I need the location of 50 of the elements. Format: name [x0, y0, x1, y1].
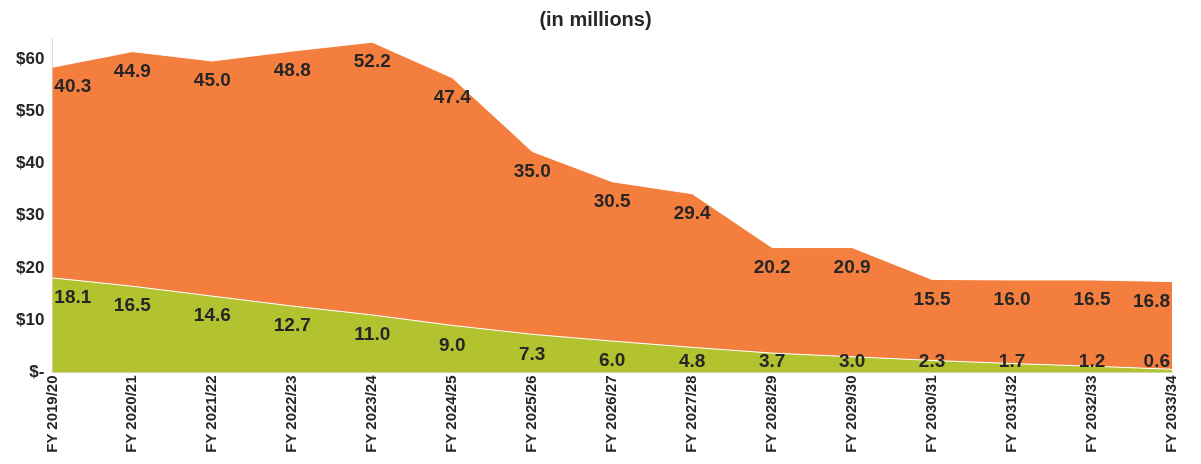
- data-label: 48.8: [273, 59, 311, 81]
- data-label: 15.5: [913, 287, 951, 309]
- x-tick-label: FY 2019/20: [42, 375, 60, 453]
- data-label: 3.7: [758, 349, 786, 371]
- x-tick-label: FY 2029/30: [842, 375, 860, 453]
- y-tick-label: $10: [15, 309, 45, 329]
- y-tick-label: $50: [15, 100, 45, 120]
- data-label: 47.4: [433, 85, 472, 107]
- data-label: 30.5: [593, 189, 632, 211]
- x-tick-label: FY 2024/25: [442, 375, 460, 453]
- x-tick-label: FY 2031/32: [1002, 375, 1020, 453]
- x-tick-label: FY 2025/26: [522, 375, 540, 453]
- data-label: 20.2: [753, 255, 791, 277]
- data-label: 16.8: [1133, 289, 1170, 311]
- x-tick-label: FY 2033/34: [1162, 374, 1180, 453]
- x-tick-label: FY 2027/28: [682, 375, 700, 453]
- y-tick-label: $40: [15, 153, 45, 173]
- data-label: 45.0: [193, 69, 231, 91]
- x-tick-label: FY 2021/22: [202, 375, 220, 453]
- data-label: 9.0: [439, 333, 466, 355]
- data-label: 29.4: [673, 201, 712, 223]
- data-label: 16.5: [113, 294, 152, 316]
- x-tick-label: FY 2030/31: [922, 375, 940, 453]
- y-tick-label: $20: [15, 257, 45, 277]
- data-label: 6.0: [598, 349, 626, 371]
- data-label: 7.3: [519, 342, 546, 364]
- x-tick-label: FY 2026/27: [602, 375, 620, 453]
- data-label: 16.0: [993, 288, 1031, 310]
- data-label: 12.7: [273, 314, 311, 336]
- data-label: 0.6: [1143, 349, 1170, 371]
- x-tick-label: FY 2028/29: [762, 375, 780, 453]
- data-label: 20.9: [833, 255, 871, 277]
- y-tick-label: $-: [29, 362, 45, 382]
- data-label: 1.2: [1078, 349, 1106, 371]
- x-tick-label: FY 2032/33: [1082, 375, 1100, 453]
- x-tick-label: FY 2022/23: [282, 375, 300, 453]
- chart-title: (in millions): [539, 7, 652, 30]
- data-label: 44.9: [113, 59, 151, 81]
- data-label: 4.8: [678, 349, 706, 371]
- x-tick-label: FY 2020/21: [122, 375, 140, 453]
- data-label: 52.2: [353, 50, 391, 72]
- x-tick-label: FY 2023/24: [362, 374, 380, 453]
- y-tick-label: $60: [15, 48, 45, 68]
- data-label: 11.0: [354, 323, 391, 345]
- y-tick-label: $30: [15, 205, 45, 225]
- data-label: 14.6: [193, 304, 231, 326]
- data-label: 18.1: [54, 286, 92, 308]
- data-label: 35.0: [513, 159, 551, 181]
- data-label: 16.5: [1073, 288, 1111, 310]
- data-label: 40.3: [54, 75, 92, 97]
